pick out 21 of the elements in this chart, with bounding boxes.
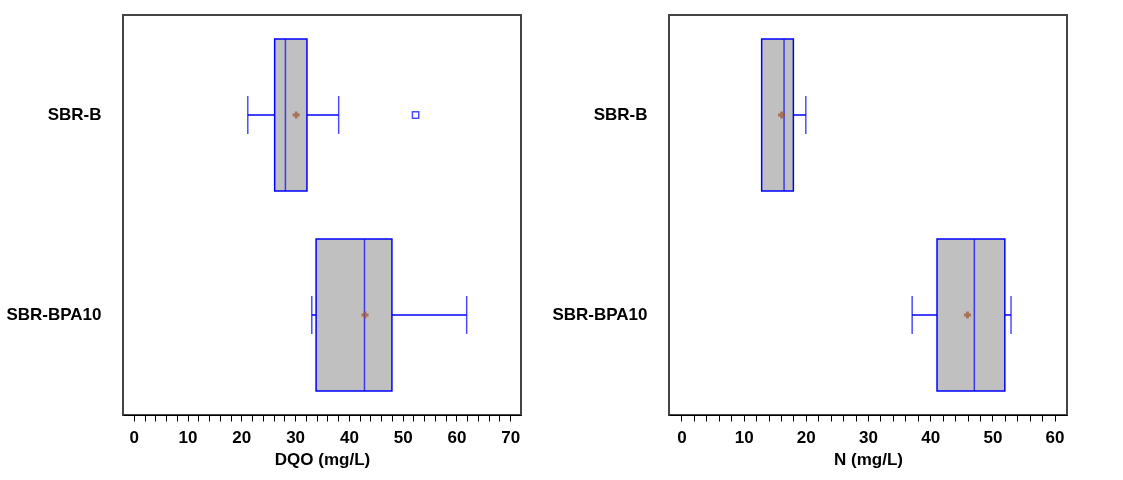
x-tick-label: 20 (796, 427, 816, 447)
x-tick-label: 20 (232, 427, 252, 447)
x-tick-label: 10 (178, 427, 198, 447)
x-tick-label: 0 (129, 427, 139, 447)
x-axis-title: N (mg/L) (834, 449, 903, 469)
x-tick-label: 40 (339, 427, 359, 447)
x-tick-label: 0 (677, 427, 687, 447)
x-tick-label: 60 (447, 427, 467, 447)
y-tick-label: SBR-BPA10 (552, 305, 648, 324)
x-tick-label: 40 (921, 427, 941, 447)
y-tick-label: SBR-B (593, 105, 648, 124)
y-tick-label: SBR-B (47, 105, 102, 124)
x-tick-label: 50 (393, 427, 413, 447)
x-tick-label: 10 (734, 427, 754, 447)
y-tick-label: SBR-BPA10 (6, 305, 102, 324)
x-tick-label: 30 (286, 427, 306, 447)
x-tick-label: 50 (983, 427, 1003, 447)
x-tick-label: 30 (859, 427, 878, 447)
x-tick-label: 70 (501, 427, 521, 447)
x-tick-label: 60 (1045, 427, 1065, 447)
x-axis-title: DQO (mg/L) (274, 449, 371, 469)
